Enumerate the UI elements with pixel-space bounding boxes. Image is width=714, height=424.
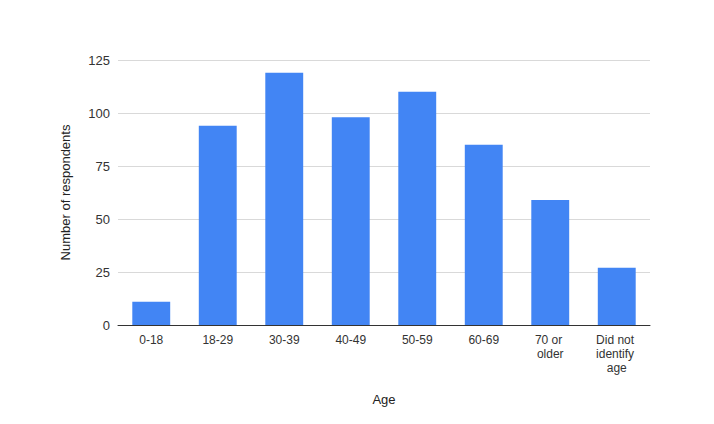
svg-text:60-69: 60-69	[468, 333, 499, 347]
svg-text:older: older	[537, 347, 564, 361]
svg-text:50-59: 50-59	[402, 333, 433, 347]
svg-text:0-18: 0-18	[139, 333, 163, 347]
svg-text:40-49: 40-49	[335, 333, 366, 347]
svg-text:0: 0	[103, 318, 110, 333]
svg-text:75: 75	[96, 159, 110, 174]
svg-text:100: 100	[88, 106, 110, 121]
svg-text:18-29: 18-29	[202, 333, 233, 347]
svg-text:50: 50	[96, 212, 110, 227]
svg-text:Number of respondents: Number of respondents	[58, 124, 73, 260]
svg-text:70 or: 70 or	[535, 333, 566, 347]
svg-text:30-39: 30-39	[269, 333, 300, 347]
svg-text:identify: identify	[596, 347, 637, 361]
svg-text:25: 25	[96, 265, 110, 280]
svg-text:Did not: Did not	[596, 333, 637, 347]
svg-text:Age: Age	[372, 392, 395, 407]
svg-text:125: 125	[88, 53, 110, 68]
svg-text:age: age	[607, 361, 627, 375]
